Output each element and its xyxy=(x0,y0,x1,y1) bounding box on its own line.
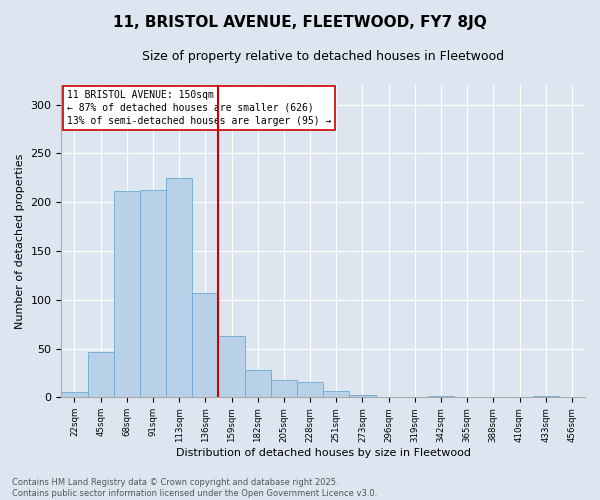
Bar xyxy=(349,396,376,398)
Bar xyxy=(428,396,454,398)
Bar xyxy=(245,370,271,398)
Text: Contains HM Land Registry data © Crown copyright and database right 2025.
Contai: Contains HM Land Registry data © Crown c… xyxy=(12,478,377,498)
Bar xyxy=(533,396,559,398)
Bar xyxy=(114,192,140,398)
Bar xyxy=(88,352,114,398)
Bar xyxy=(271,380,297,398)
Bar xyxy=(218,336,245,398)
Bar xyxy=(166,178,193,398)
Bar xyxy=(297,382,323,398)
Bar xyxy=(193,293,218,398)
Bar xyxy=(323,390,349,398)
Y-axis label: Number of detached properties: Number of detached properties xyxy=(15,154,25,329)
Title: Size of property relative to detached houses in Fleetwood: Size of property relative to detached ho… xyxy=(142,50,504,63)
Text: 11, BRISTOL AVENUE, FLEETWOOD, FY7 8JQ: 11, BRISTOL AVENUE, FLEETWOOD, FY7 8JQ xyxy=(113,15,487,30)
Bar xyxy=(140,190,166,398)
Text: 11 BRISTOL AVENUE: 150sqm
← 87% of detached houses are smaller (626)
13% of semi: 11 BRISTOL AVENUE: 150sqm ← 87% of detac… xyxy=(67,90,331,126)
X-axis label: Distribution of detached houses by size in Fleetwood: Distribution of detached houses by size … xyxy=(176,448,471,458)
Bar xyxy=(61,392,88,398)
